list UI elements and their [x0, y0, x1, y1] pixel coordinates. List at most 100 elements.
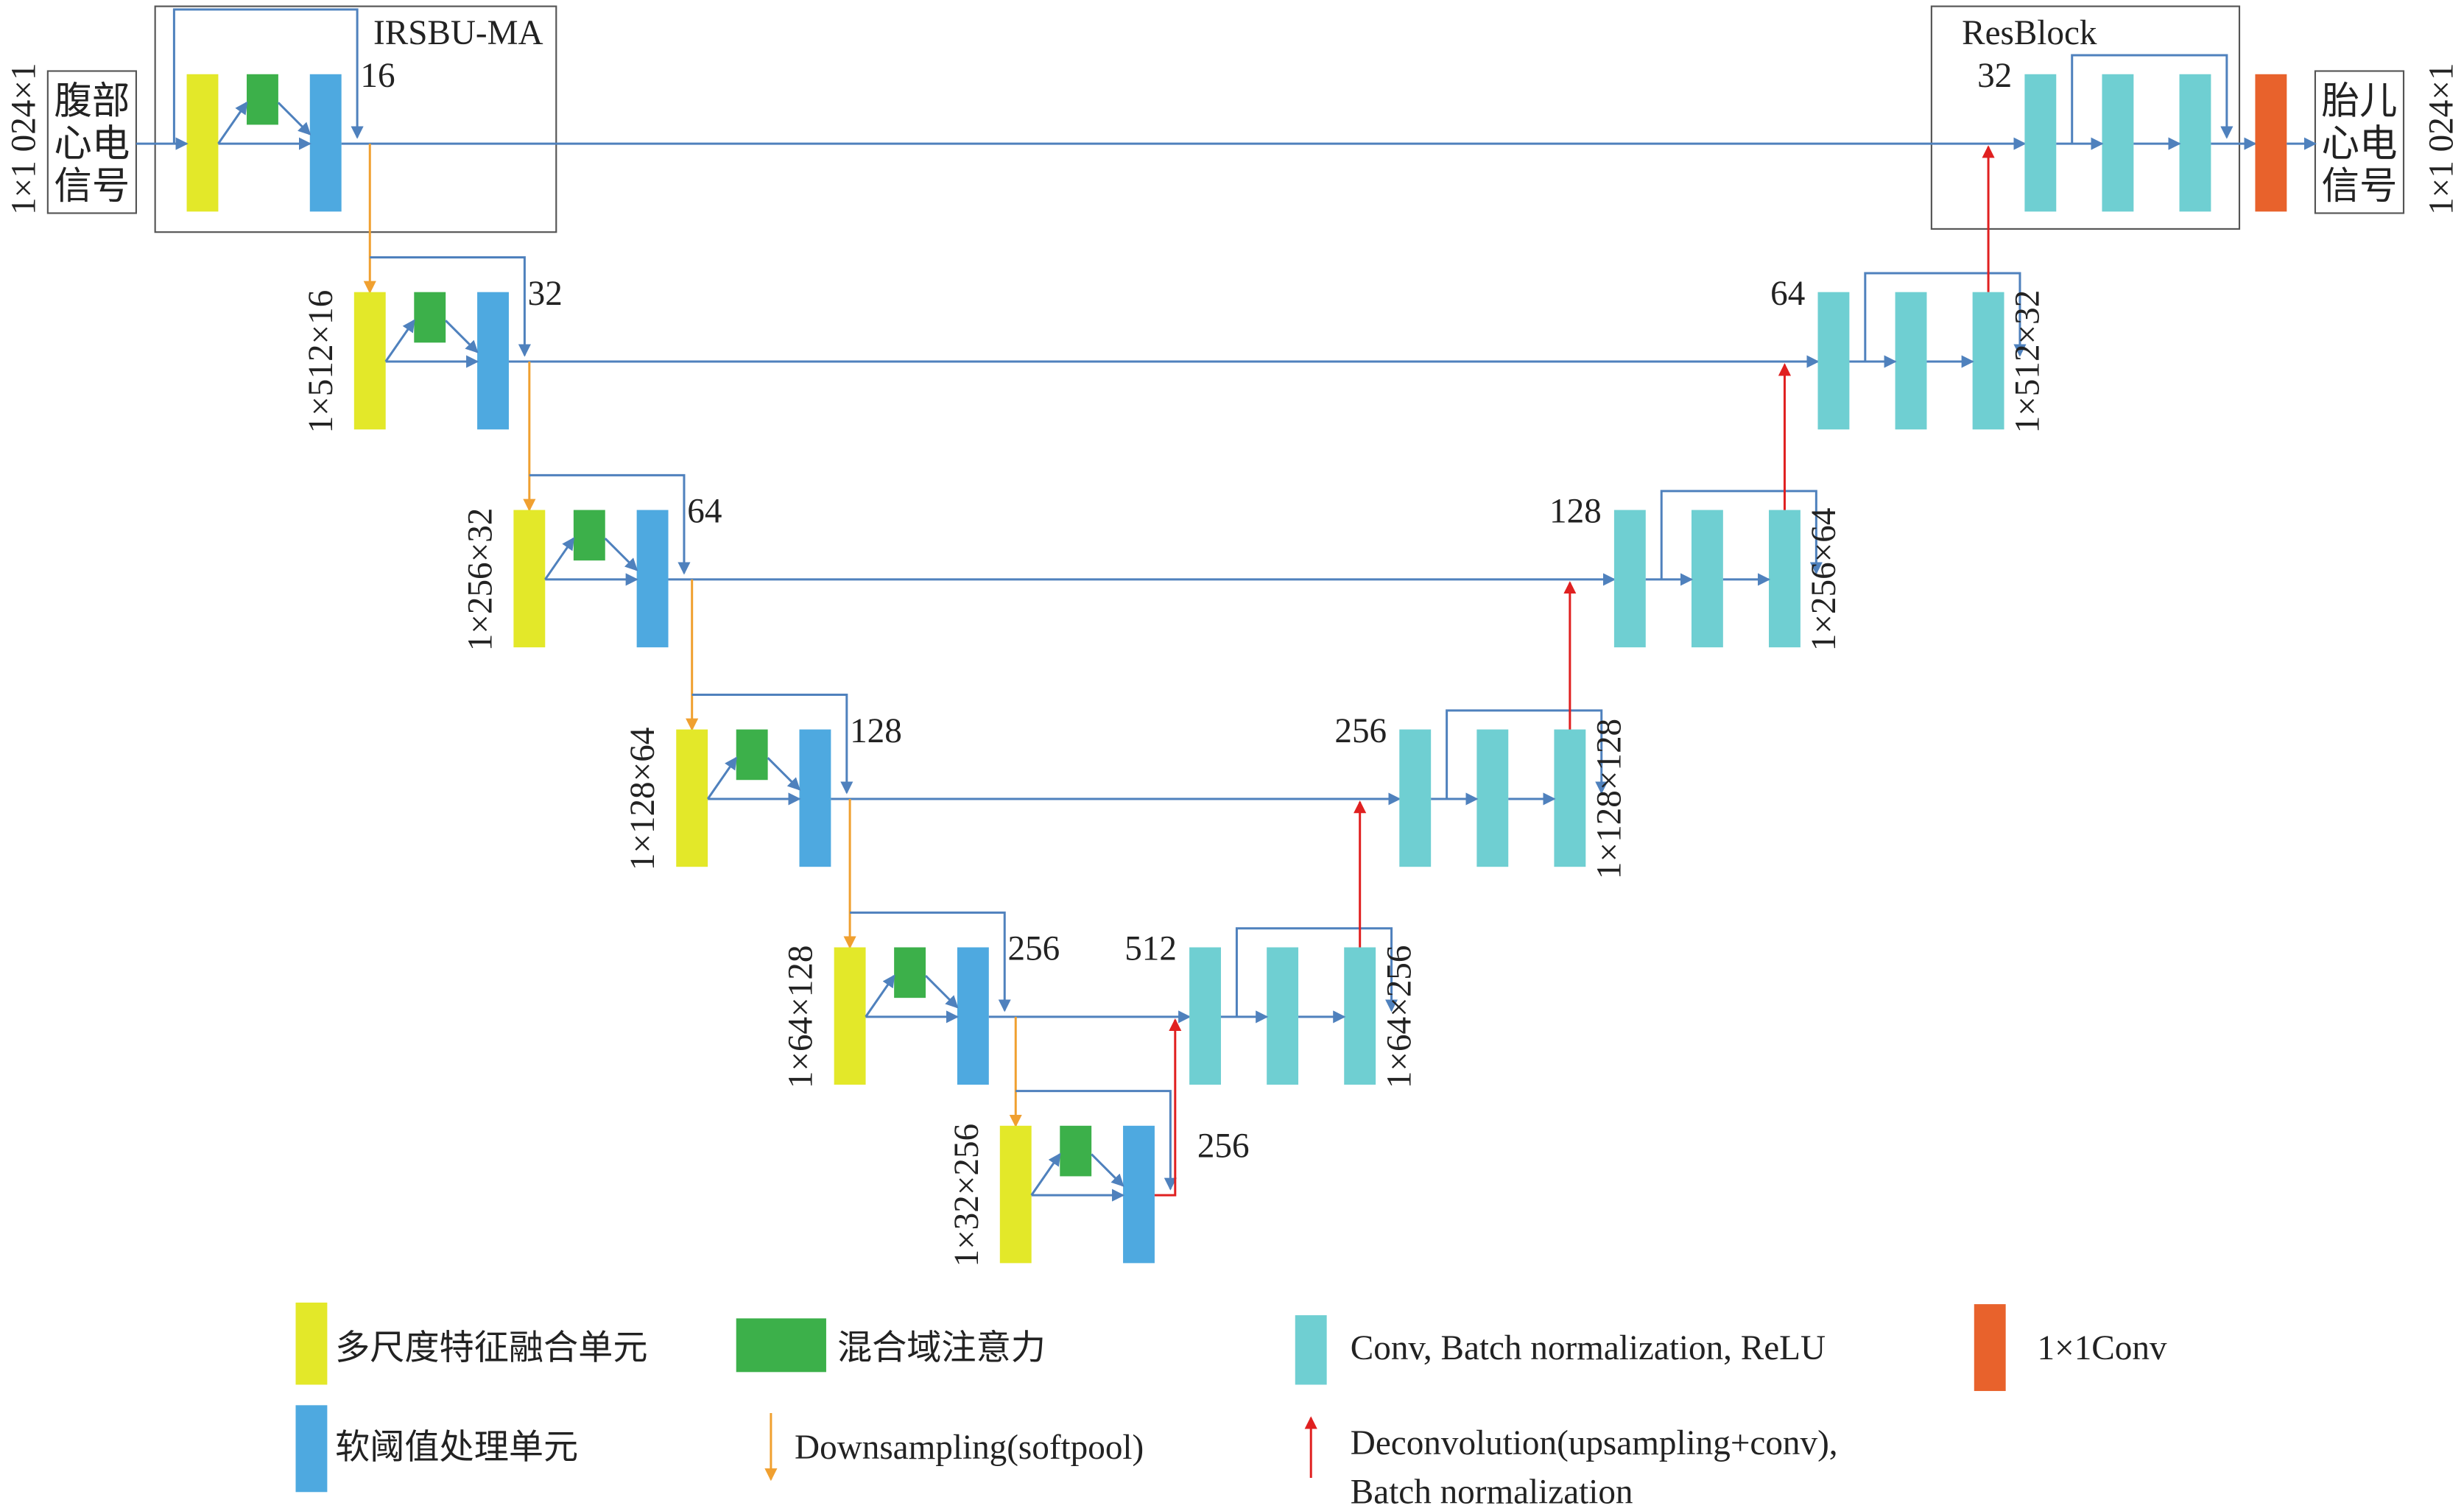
size-label: 1×64×256 [1380, 945, 1418, 1089]
input-text: 心电 [54, 123, 130, 165]
fusion-unit [834, 947, 866, 1085]
connector [865, 974, 895, 1018]
output-text: 心电 [2322, 123, 2398, 165]
conv-block [1895, 292, 1927, 430]
legend-swatch [1974, 1304, 2006, 1392]
input-size: 1×1 024×1 [5, 63, 43, 214]
legend-swatch [295, 1405, 328, 1493]
conv-block [2024, 74, 2057, 212]
fusion-unit [999, 1125, 1032, 1264]
size-label: 1×128×64 [624, 728, 662, 871]
attention [247, 74, 278, 125]
conv-block [1972, 292, 2004, 430]
connector [767, 757, 801, 791]
legend-swatch [1295, 1315, 1327, 1385]
channel-label: 16 [360, 57, 395, 95]
input-text: 腹部 [54, 80, 130, 122]
threshold-unit [477, 292, 509, 430]
final-conv [2255, 74, 2287, 212]
connector [924, 975, 959, 1009]
connector [445, 320, 479, 353]
fusion-unit [186, 74, 219, 212]
size-label: 1×128×128 [1590, 719, 1628, 879]
conv-block [1554, 729, 1586, 867]
threshold-unit [636, 510, 669, 648]
conv-block [1399, 729, 1432, 867]
channel-label: 256 [1197, 1127, 1250, 1166]
connector [384, 319, 415, 362]
channel-label: 256 [1334, 712, 1387, 750]
size-label: 1×64×128 [782, 945, 820, 1089]
conv-block [2102, 74, 2134, 212]
conv-block [1189, 947, 1221, 1085]
conv-block [1267, 947, 1299, 1085]
size-label: 1×256×32 [461, 508, 499, 652]
input-text: 信号 [54, 166, 130, 208]
connector [691, 693, 853, 795]
fusion-unit [676, 729, 708, 867]
connector [1091, 1153, 1124, 1187]
attention [414, 292, 446, 343]
output-size: 1×1 024×1 [2422, 63, 2460, 214]
size-label: 1×32×256 [948, 1124, 986, 1267]
connector [529, 473, 691, 575]
legend-label: Deconvolution(upsampling+conv), [1351, 1424, 1838, 1462]
input-box [46, 70, 137, 214]
channel-label: 32 [1977, 57, 2012, 95]
conv-block [1613, 510, 1646, 648]
legend-label: Batch normalization [1351, 1473, 1633, 1511]
legend-label: 软阈值处理单元 [335, 1429, 578, 1467]
fusion-unit [513, 510, 546, 648]
size-label: 1×512×16 [302, 290, 340, 434]
attention [1060, 1125, 1092, 1177]
conv-block [1344, 947, 1376, 1085]
channel-label: 128 [850, 712, 902, 750]
legend-label: 1×1Conv [2038, 1329, 2167, 1367]
attention [736, 729, 768, 781]
legend-swatch [736, 1318, 826, 1373]
size-label: 1×512×32 [2009, 290, 2047, 434]
connector [1015, 1090, 1177, 1191]
channel-label: 64 [687, 493, 722, 531]
channel-label: 32 [528, 275, 563, 313]
attention [894, 947, 926, 998]
connector [544, 537, 575, 580]
connector [370, 256, 531, 357]
module-box [154, 5, 557, 233]
threshold-unit [799, 729, 831, 867]
connector [1864, 272, 2027, 362]
threshold-unit [309, 74, 342, 212]
threshold-unit [1123, 1125, 1155, 1264]
conv-block [1817, 292, 1850, 430]
conv-block [1691, 510, 1723, 648]
channel-label: 128 [1549, 493, 1602, 531]
legend-label: 多尺度特征融合单元 [335, 1329, 647, 1367]
attention [573, 510, 605, 561]
connector [1446, 709, 1608, 799]
legend-label: Downsampling(softpool) [795, 1429, 1144, 1467]
fusion-unit [353, 292, 386, 430]
threshold-unit [957, 947, 989, 1085]
conv-block [2179, 74, 2211, 212]
legend-swatch [295, 1302, 328, 1385]
connector [172, 8, 364, 144]
size-label: 1×256×64 [1805, 508, 1843, 652]
connector [1030, 1152, 1061, 1197]
output-text: 信号 [2322, 166, 2398, 208]
module-label: ResBlock [1962, 14, 2097, 52]
legend-label: 混合域注意力 [837, 1329, 1046, 1367]
channel-label: 512 [1124, 930, 1177, 968]
module-label: IRSBU-MA [373, 14, 543, 52]
connector [1235, 927, 1398, 1017]
connector [217, 101, 248, 144]
connector [1154, 1018, 1182, 1197]
legend-label: Conv, Batch normalization, ReLU [1351, 1329, 1826, 1367]
connector [604, 538, 638, 571]
connector [1660, 490, 1823, 580]
conv-block [1476, 729, 1509, 867]
connector [2071, 54, 2234, 144]
conv-block [1769, 510, 1801, 648]
